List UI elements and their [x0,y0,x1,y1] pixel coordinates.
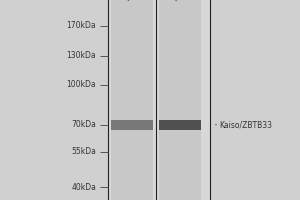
Text: 130kDa: 130kDa [66,51,96,60]
Text: 170kDa: 170kDa [66,21,96,30]
Text: A-431: A-431 [124,0,146,3]
Text: 55kDa: 55kDa [71,147,96,156]
Bar [159,0,201,200]
Text: 70kDa: 70kDa [71,120,96,129]
Text: Kaiso/ZBTB33: Kaiso/ZBTB33 [219,120,272,129]
Bar [111,120,153,130]
Bar [111,0,153,200]
Bar [108,0,210,200]
Text: 100kDa: 100kDa [66,80,96,89]
Text: Mouse kidney: Mouse kidney [172,0,216,3]
Text: 40kDa: 40kDa [71,183,96,192]
Bar [159,120,201,130]
